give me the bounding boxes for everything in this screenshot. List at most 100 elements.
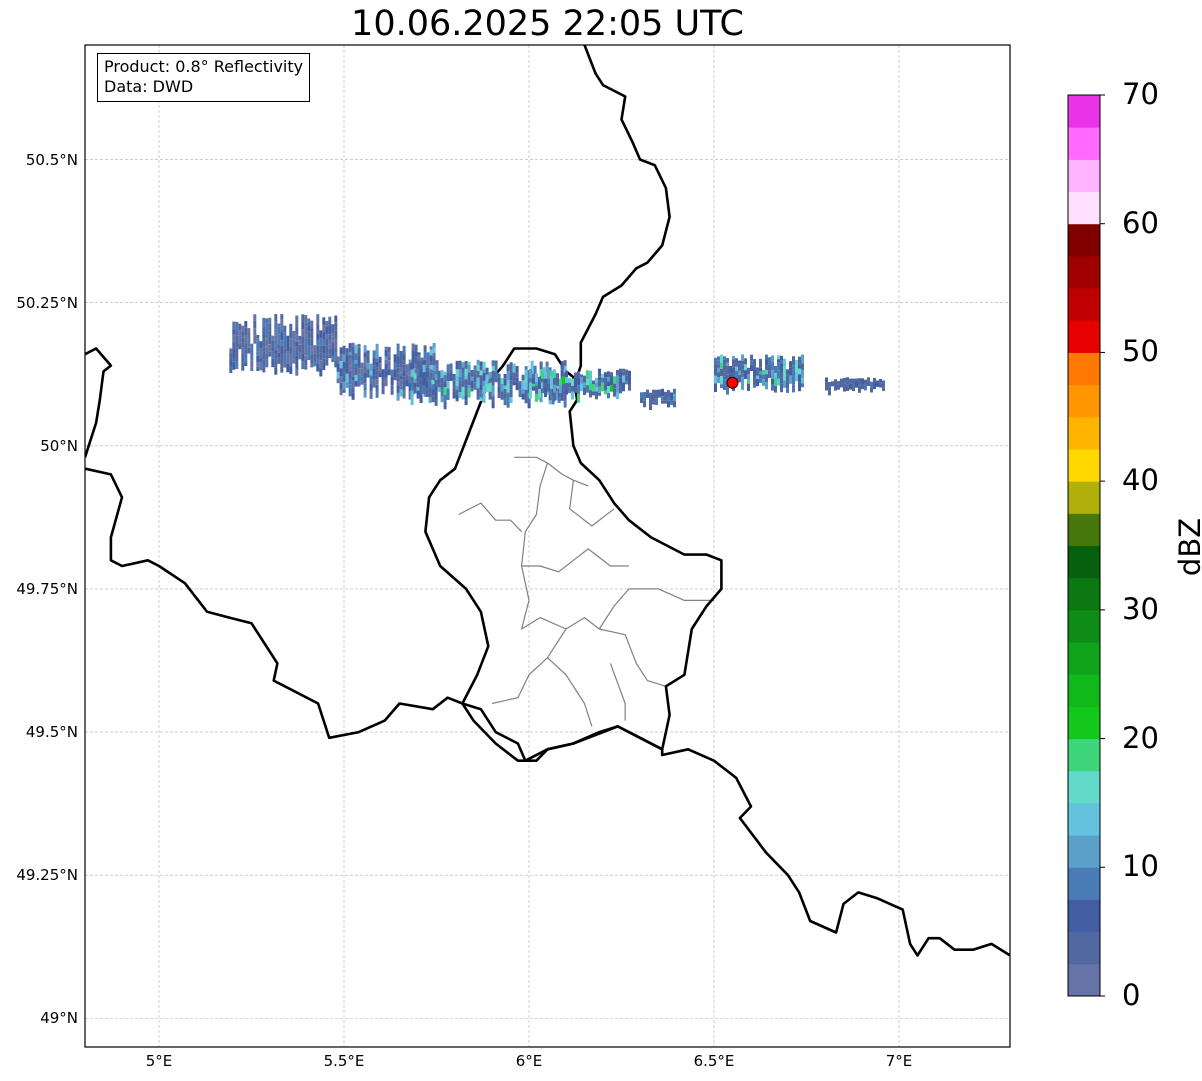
colorbar-segment bbox=[1068, 513, 1100, 546]
echo-cell bbox=[613, 388, 616, 397]
echo-cell bbox=[583, 382, 586, 388]
echo-cell bbox=[229, 348, 233, 354]
echo-cell bbox=[756, 379, 759, 387]
echo-cell bbox=[440, 396, 444, 403]
echo-cell bbox=[750, 364, 753, 371]
echo-cell bbox=[384, 349, 388, 357]
echo-cell bbox=[616, 369, 619, 376]
echo-cell bbox=[304, 347, 308, 356]
echo-cell bbox=[304, 322, 308, 327]
echo-cell bbox=[331, 324, 335, 328]
echo-cell bbox=[744, 364, 747, 371]
echo-cell bbox=[717, 360, 720, 365]
echo-cell bbox=[310, 359, 314, 364]
echo-cell bbox=[768, 357, 771, 365]
echo-cell bbox=[411, 358, 415, 363]
echo-cell bbox=[408, 391, 412, 400]
echo-cell bbox=[378, 367, 382, 373]
echo-cell bbox=[652, 401, 655, 405]
country-border bbox=[575, 45, 671, 378]
echo-cell bbox=[295, 355, 299, 362]
echo-cell bbox=[604, 377, 607, 383]
echo-cell bbox=[461, 362, 465, 368]
echo-cell bbox=[509, 370, 513, 376]
echo-cell bbox=[432, 370, 436, 378]
echo-cell bbox=[464, 376, 468, 380]
echo-cell bbox=[795, 360, 798, 369]
echo-cell bbox=[506, 371, 510, 380]
echo-cell bbox=[405, 376, 409, 380]
echo-cell bbox=[342, 381, 346, 390]
echo-cell bbox=[378, 363, 382, 367]
echo-cell bbox=[458, 384, 462, 393]
echo-cell bbox=[616, 375, 619, 384]
echo-cell bbox=[443, 401, 447, 410]
echo-cell bbox=[861, 378, 864, 384]
echo-cell bbox=[265, 338, 269, 347]
echo-cell bbox=[855, 378, 858, 382]
echo-cell bbox=[247, 328, 251, 332]
echo-cell bbox=[538, 389, 541, 398]
echo-cell bbox=[399, 351, 403, 359]
echo-cell bbox=[864, 379, 867, 385]
echo-cell bbox=[357, 381, 361, 387]
echo-cell bbox=[476, 384, 480, 389]
echo-cell bbox=[455, 360, 459, 370]
echo-cell bbox=[387, 352, 391, 357]
echo-cell bbox=[604, 383, 607, 391]
echo-cell bbox=[384, 359, 388, 364]
echo-cell bbox=[563, 400, 567, 408]
echo-cell bbox=[410, 397, 414, 406]
echo-cell bbox=[759, 367, 762, 372]
echo-cell bbox=[846, 380, 849, 385]
echo-cell bbox=[783, 362, 786, 367]
echo-cell bbox=[396, 361, 400, 365]
echo-cell bbox=[277, 326, 281, 335]
echo-cell bbox=[562, 375, 565, 385]
echo-cell bbox=[410, 390, 414, 398]
echo-cell bbox=[729, 373, 732, 380]
echo-cell bbox=[714, 375, 717, 384]
echo-cell bbox=[625, 369, 628, 376]
echo-cell bbox=[670, 400, 673, 406]
echo-cell bbox=[649, 401, 652, 410]
echo-cell bbox=[661, 388, 664, 397]
echo-cell bbox=[586, 379, 589, 386]
echo-cell bbox=[783, 358, 786, 363]
echo-cell bbox=[413, 373, 417, 379]
echo-cell bbox=[497, 393, 501, 398]
echo-cell bbox=[553, 374, 556, 379]
echo-cell bbox=[250, 360, 254, 368]
echo-cell bbox=[879, 382, 882, 388]
echo-cell bbox=[399, 389, 403, 397]
echo-cell bbox=[241, 331, 245, 338]
echo-cell bbox=[375, 358, 379, 362]
echo-cell bbox=[322, 325, 326, 329]
echo-cell bbox=[849, 378, 852, 384]
echo-cell bbox=[535, 382, 538, 386]
echo-cell bbox=[369, 375, 373, 384]
echo-cell bbox=[792, 384, 795, 393]
echo-cell bbox=[319, 352, 323, 361]
map-frame bbox=[84, 44, 1011, 1048]
echo-cell bbox=[313, 345, 317, 354]
echo-cell bbox=[556, 378, 559, 386]
echo-cell bbox=[553, 369, 556, 375]
echo-cell bbox=[559, 378, 562, 386]
echo-cell bbox=[613, 383, 616, 389]
echo-cell bbox=[720, 384, 723, 389]
radar-site-marker[interactable] bbox=[726, 376, 739, 389]
echo-cell bbox=[801, 369, 804, 379]
colorbar-segment bbox=[1068, 835, 1100, 868]
echo-cell bbox=[295, 326, 299, 335]
echo-cell bbox=[488, 372, 492, 379]
echo-cell bbox=[363, 369, 367, 374]
echo-cell bbox=[428, 381, 432, 388]
echo-cell bbox=[545, 361, 549, 367]
colorbar-segment bbox=[1068, 352, 1100, 386]
echo-cell bbox=[550, 370, 553, 377]
country-border bbox=[85, 347, 113, 458]
echo-cell bbox=[286, 335, 290, 343]
echo-cell bbox=[328, 344, 332, 349]
echo-cell bbox=[765, 354, 768, 360]
